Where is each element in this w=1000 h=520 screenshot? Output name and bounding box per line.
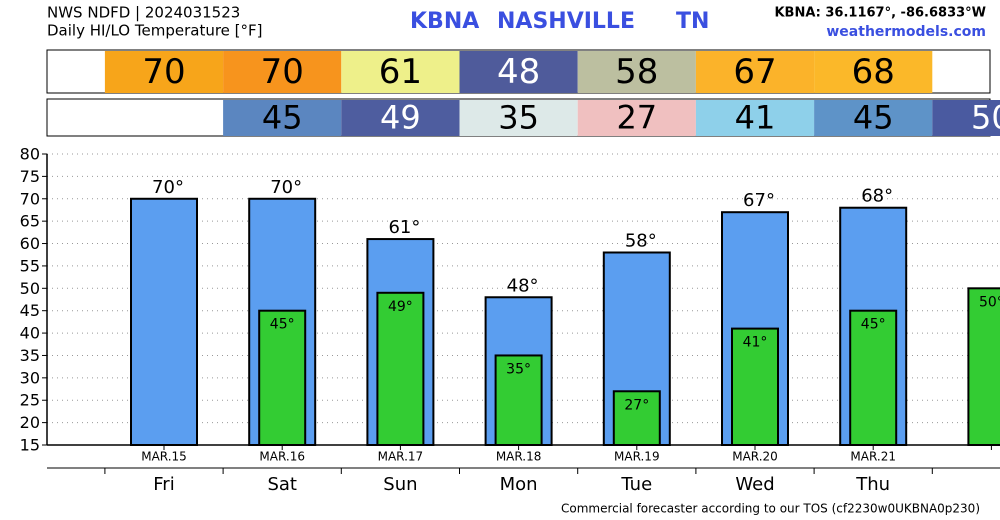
low-bar: [494, 354, 543, 447]
weekday-label: Fri: [153, 474, 174, 495]
temp-box: [814, 100, 933, 136]
temp-box: [104, 51, 224, 93]
x-tick-label: MAR.20: [732, 450, 778, 464]
low-label: 35°: [506, 361, 531, 377]
temp-box-label: 27: [616, 99, 657, 137]
weekday-label: Thu: [855, 474, 890, 495]
temp-box-label: 41: [735, 99, 776, 137]
x-tick-label: MAR.15: [141, 450, 187, 464]
temp-box-label: 61: [379, 52, 422, 92]
y-tick-label: 35: [20, 346, 40, 365]
temp-box-label: 70: [261, 52, 304, 92]
low-bar: [731, 327, 779, 447]
temp-box: [695, 100, 815, 136]
low-bar: [849, 309, 898, 447]
footer: Commercial forecaster according to our T…: [561, 502, 980, 516]
temp-box-label: 68: [852, 52, 895, 92]
weekday-label: Wed: [735, 474, 774, 495]
weekday-label: Tue: [620, 474, 652, 495]
x-tick-label: MAR.21: [850, 450, 896, 464]
low-label: 49°: [388, 299, 413, 315]
high-label: 68°: [861, 186, 893, 207]
y-tick-label: 40: [20, 324, 40, 343]
temp-box-label: 49: [380, 99, 421, 137]
temp-box: [932, 100, 1000, 136]
state: TN: [676, 9, 709, 34]
y-tick-label: 20: [20, 413, 40, 432]
temp-box: [459, 51, 578, 93]
chart-title: NWS NDFD | 2024031523: [47, 4, 240, 22]
weekday-label: Sat: [267, 474, 297, 495]
temp-box: [341, 100, 460, 136]
temp-box: [814, 51, 933, 93]
low-label: 45°: [270, 317, 295, 333]
high-label: 58°: [625, 230, 657, 251]
y-tick-label: 55: [20, 256, 40, 275]
x-tick-label: MAR.19: [614, 450, 660, 464]
y-tick-label: 45: [20, 301, 40, 320]
temp-box-label: 50: [971, 99, 1000, 137]
high-bar: [130, 197, 198, 446]
location: KBNA: 36.1167°, -86.6833°W: [774, 6, 986, 21]
low-label: 41°: [743, 335, 768, 351]
y-tick-label: 80: [20, 145, 40, 164]
weekday-label: Sun: [383, 474, 417, 495]
temp-box-label: 45: [853, 99, 894, 137]
low-bar: [612, 390, 661, 446]
temp-box-label: 58: [615, 52, 658, 92]
temp-box: [341, 51, 460, 93]
low-label: 27°: [624, 397, 649, 413]
y-tick-label: 65: [20, 212, 40, 231]
temp-box-label: 70: [142, 52, 185, 92]
station: KBNA: [410, 9, 479, 34]
temp-box-label: 67: [733, 52, 776, 92]
temp-box: [577, 100, 696, 136]
temp-box: [223, 51, 342, 93]
temp-box: [577, 51, 696, 93]
y-tick-label: 60: [20, 234, 40, 253]
y-tick-label: 50: [20, 279, 40, 298]
low-bar: [967, 287, 1000, 446]
high-label: 48°: [507, 275, 539, 296]
x-tick-label: MAR.18: [496, 450, 542, 464]
high-label: 70°: [152, 177, 184, 198]
high-label: 61°: [388, 217, 420, 238]
temp-box: [223, 100, 342, 136]
temp-box: [459, 100, 578, 136]
high-label: 70°: [270, 177, 302, 198]
source: weathermodels.com: [826, 24, 986, 40]
weekday-label: Mon: [500, 474, 538, 495]
temp-box-label: 35: [498, 99, 539, 137]
temp-box-label: 48: [497, 52, 540, 92]
low-label: 45°: [861, 317, 886, 333]
x-tick-label: MAR.16: [259, 450, 305, 464]
y-tick-label: 70: [20, 189, 40, 208]
y-tick-label: 75: [20, 167, 40, 186]
y-tick-label: 15: [20, 436, 40, 455]
high-label: 67°: [743, 190, 775, 211]
low-label: 50°: [979, 294, 1000, 310]
y-tick-label: 30: [20, 368, 40, 387]
x-tick-label: MAR.17: [378, 450, 424, 464]
temp-box: [695, 51, 815, 93]
temp-box-label: 45: [262, 99, 303, 137]
chart-subtitle: Daily HI/LO Temperature [°F]: [47, 22, 263, 40]
low-bar: [376, 291, 425, 446]
city: NASHVILLE: [497, 9, 635, 34]
y-tick-label: 25: [20, 391, 40, 410]
